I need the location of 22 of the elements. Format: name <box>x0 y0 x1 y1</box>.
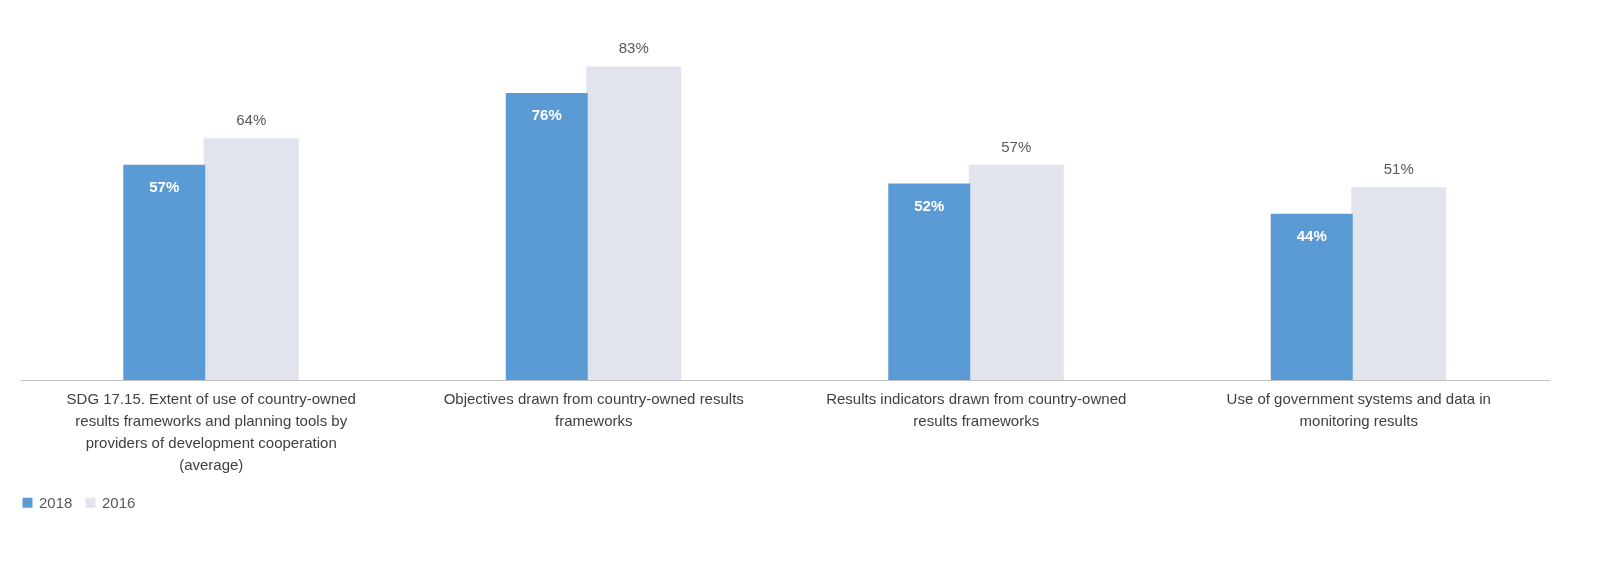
data-label: 44% <box>1296 226 1327 244</box>
data-label: 51% <box>1383 160 1414 178</box>
bar <box>888 183 971 380</box>
bar <box>586 66 682 380</box>
x-tick-label: Use of government systems and data in monitoring results <box>1226 390 1491 429</box>
bar <box>968 164 1064 380</box>
bar <box>1270 213 1353 380</box>
data-label: 76% <box>531 105 562 123</box>
data-label: 64% <box>236 111 267 129</box>
data-label: 52% <box>914 196 945 214</box>
legend-label: 2018 <box>39 493 73 511</box>
bar <box>203 138 299 380</box>
bar <box>123 164 206 380</box>
x-tick-label: SDG 17.15. Extent of use of country-owned results frameworks and planning tools by providers of development cooperation (average) <box>66 390 356 473</box>
bar <box>505 92 588 380</box>
data-label: 57% <box>1001 137 1032 155</box>
x-tick-label: Objectives drawn from country-owned results frameworks <box>443 390 744 429</box>
data-label: 83% <box>618 39 649 57</box>
data-label: 57% <box>149 177 180 195</box>
x-tick-label: Results indicators drawn from country-owned results frameworks <box>826 390 1127 429</box>
legend-label: 2016 <box>102 493 136 511</box>
bar <box>1351 187 1447 380</box>
